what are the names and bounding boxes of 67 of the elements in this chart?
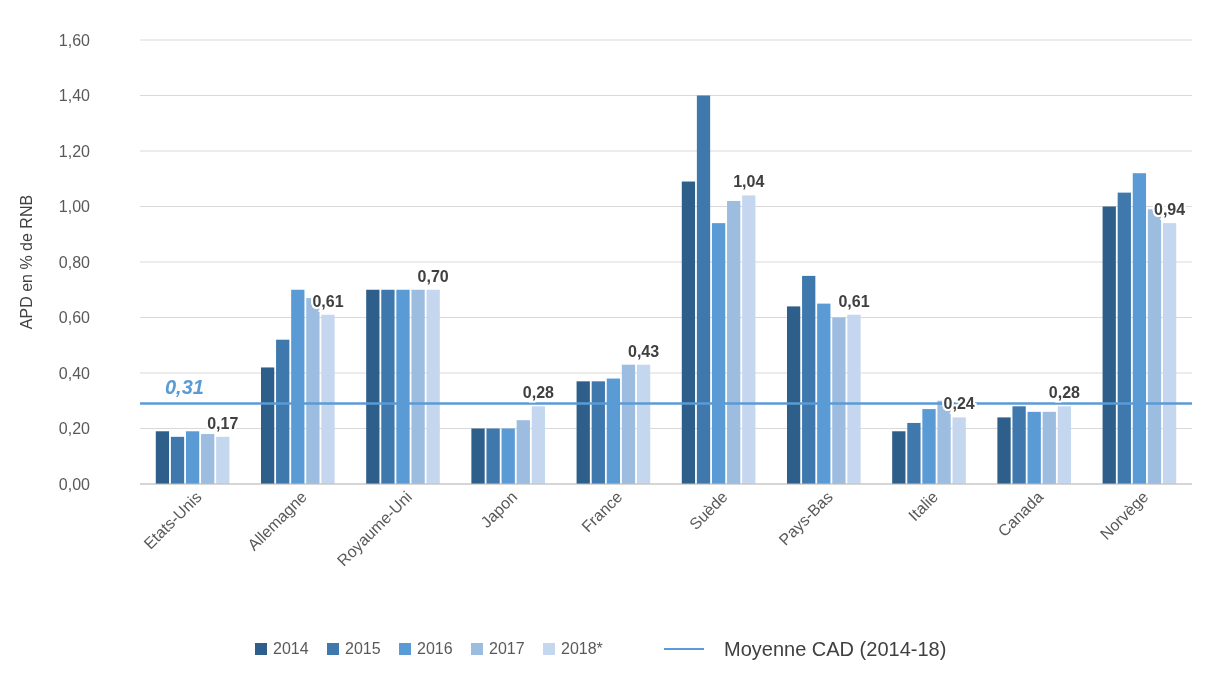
bar — [786, 306, 801, 484]
bar — [802, 275, 816, 484]
bar — [1117, 192, 1131, 484]
bar — [681, 181, 696, 484]
bar — [1042, 411, 1056, 484]
bar — [1162, 223, 1177, 484]
bar — [366, 289, 380, 484]
bar — [426, 289, 440, 484]
data-label: 0,70 — [417, 267, 449, 285]
legend-label: 2018* — [561, 640, 603, 657]
data-label: 0,17 — [207, 414, 239, 432]
bar — [1102, 206, 1116, 484]
data-label: 0,28 — [522, 384, 555, 402]
y-tick-label: 1,60 — [58, 31, 91, 49]
bar — [155, 431, 170, 484]
bar — [997, 417, 1011, 484]
data-label: 1,04 — [733, 173, 765, 191]
bar — [907, 422, 921, 484]
bar — [321, 314, 335, 484]
bar — [591, 381, 605, 484]
data-label: 0,94 — [1154, 201, 1186, 219]
y-axis-title: APD en % de RNB — [18, 194, 35, 330]
y-tick-label: 0,40 — [58, 364, 91, 382]
bar — [952, 417, 966, 484]
legend-label: 2014 — [273, 640, 309, 657]
y-tick-label: 1,40 — [58, 87, 91, 105]
bar — [276, 339, 290, 484]
bar — [892, 431, 906, 484]
legend-label: 2016 — [417, 640, 453, 657]
annotation: 0,31 — [165, 375, 204, 398]
bar — [922, 409, 936, 484]
data-label: 0,61 — [312, 292, 344, 310]
bar — [636, 364, 651, 484]
y-tick-label: 1,20 — [58, 142, 91, 160]
bar — [1027, 411, 1041, 484]
bar — [501, 428, 515, 484]
bar — [1057, 406, 1072, 484]
bar — [201, 434, 215, 484]
bar — [727, 200, 741, 484]
bar — [486, 428, 500, 484]
legend-label: Moyenne CAD (2014-18) — [724, 638, 947, 660]
data-label: 0,28 — [1048, 384, 1081, 402]
bar — [516, 420, 530, 484]
legend-label: 2017 — [489, 640, 525, 657]
y-tick-label: 1,00 — [58, 198, 91, 216]
bar — [170, 436, 185, 484]
bar — [471, 428, 485, 484]
bar — [411, 289, 425, 484]
y-tick-label: 0,80 — [58, 253, 91, 271]
y-tick-label: 0,20 — [58, 420, 91, 438]
bar — [260, 367, 275, 484]
bar — [847, 314, 861, 484]
bar — [381, 289, 395, 484]
bar — [216, 436, 230, 484]
bar — [832, 317, 846, 484]
y-tick-label: 0,00 — [58, 475, 91, 493]
y-tick-label: 0,60 — [58, 309, 91, 327]
legend-label: 2015 — [345, 640, 381, 657]
bar — [621, 364, 636, 484]
data-label: 0,43 — [628, 342, 660, 360]
bar — [531, 406, 546, 484]
bar — [185, 431, 200, 484]
bar — [1012, 406, 1026, 484]
data-label: 0,61 — [838, 292, 870, 310]
bar — [742, 195, 756, 484]
bar — [696, 95, 711, 484]
bar — [576, 381, 590, 484]
